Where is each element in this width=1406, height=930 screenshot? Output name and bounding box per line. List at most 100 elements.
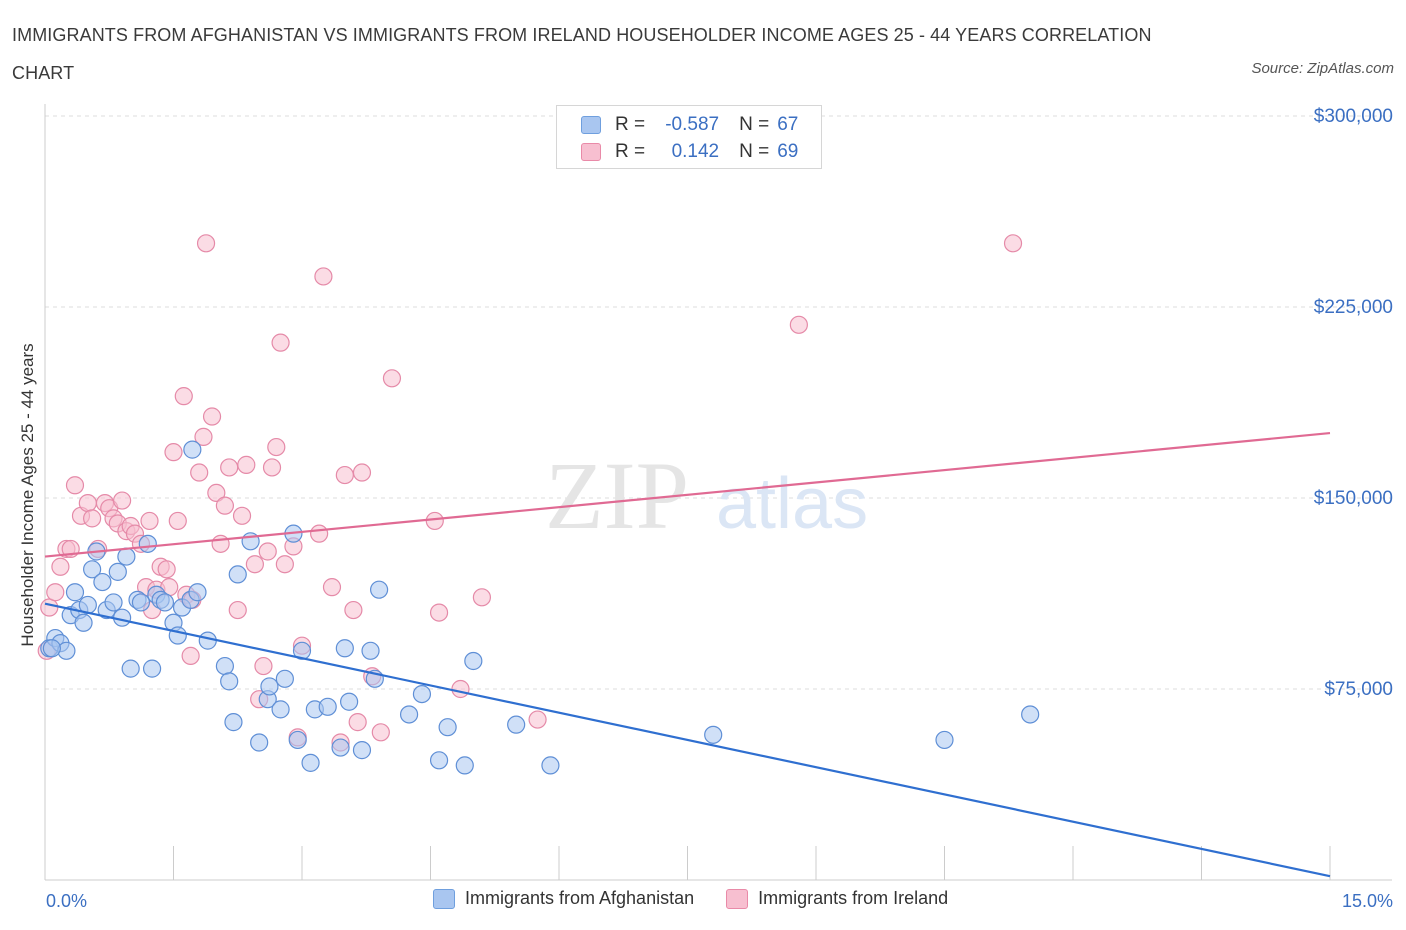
afghanistan-point <box>74 613 93 632</box>
gridlines <box>45 115 1392 690</box>
ireland-point <box>232 506 252 525</box>
ireland-point <box>472 588 491 607</box>
ireland-point <box>451 679 470 699</box>
afghanistan-point <box>340 692 359 711</box>
afghanistan-point <box>271 700 290 719</box>
afghanistan-point <box>301 753 320 772</box>
ireland-point <box>271 333 290 352</box>
ireland-point <box>245 555 264 574</box>
afghanistan-point <box>507 715 526 734</box>
y-tick-label: $75,000 <box>1324 679 1393 700</box>
ireland-points <box>37 234 1023 752</box>
legend-label-ireland: Immigrants from Ireland <box>758 888 949 908</box>
legend-label-afghanistan: Immigrants from Afghanistan <box>465 888 695 908</box>
legend-row-afghanistan: R = -0.587 N = 67 <box>581 113 798 137</box>
y-tick-labels: $75,000 $150,000 $225,000 $300,000 <box>1314 106 1393 700</box>
legend-swatch-afghanistan <box>433 888 455 909</box>
ireland-point <box>157 560 176 579</box>
legend-item-ireland: Immigrants from Ireland <box>726 888 948 909</box>
ireland-point <box>202 407 222 426</box>
legend-r-label: R = <box>615 114 646 135</box>
legend-swatch-ireland <box>726 888 749 909</box>
legend-r-value-afghanistan: -0.587 <box>665 114 720 135</box>
ireland-point <box>429 603 449 622</box>
afghanistan-point <box>429 751 449 770</box>
afghanistan-point <box>250 733 269 752</box>
afghanistan-point <box>42 639 61 658</box>
afghanistan-point <box>935 730 954 750</box>
afghanistan-point <box>370 580 389 599</box>
afghanistan-point <box>228 565 247 584</box>
axes <box>44 104 1392 881</box>
ireland-point <box>335 465 354 485</box>
legend-row-ireland: R = 0.142 N = 69 <box>581 140 798 164</box>
afghanistan-point <box>260 677 279 696</box>
ireland-point <box>371 723 390 742</box>
legend-n-value-afghanistan: 67 <box>777 114 799 135</box>
ireland-point <box>83 509 102 528</box>
y-tick-label: $300,000 <box>1314 106 1393 127</box>
afghanistan-point <box>352 741 372 760</box>
afghanistan-point <box>455 756 474 775</box>
afghanistan-point <box>288 730 307 750</box>
ireland-point <box>528 710 547 729</box>
ireland-point <box>322 578 342 597</box>
ireland-point <box>215 496 234 515</box>
x-tick-label-min: 0.0% <box>46 891 88 911</box>
ireland-point <box>237 455 256 474</box>
ireland-point <box>425 511 444 531</box>
zipatlas-watermark: ZIP atlas <box>545 442 868 549</box>
afghanistan-point <box>541 756 560 775</box>
legend-n-label: N = <box>739 141 770 162</box>
afghanistan-point <box>220 672 239 691</box>
ireland-point <box>314 267 333 286</box>
ireland-point <box>382 369 402 388</box>
afghanistan-point <box>399 705 419 724</box>
afghanistan-point <box>412 684 432 704</box>
legend-item-afghanistan: Immigrants from Afghanistan <box>433 888 694 909</box>
watermark-zip: ZIP <box>545 442 689 549</box>
ireland-point <box>1003 234 1023 253</box>
legend-r-label: R = <box>615 141 646 162</box>
ireland-point <box>181 646 200 665</box>
ireland-point <box>258 542 277 561</box>
afghanistan-point <box>188 583 207 602</box>
ireland-trend-line <box>44 431 1331 558</box>
afghanistan-point <box>704 725 723 744</box>
ireland-point <box>352 463 372 482</box>
afghanistan-point <box>275 669 294 688</box>
ireland-point <box>220 458 239 477</box>
legend-swatch-ireland <box>581 143 601 161</box>
ireland-point <box>46 583 65 602</box>
afghanistan-point <box>198 631 217 650</box>
legend-swatch-afghanistan <box>581 116 601 134</box>
ireland-point <box>40 598 59 617</box>
legend-r-value-ireland: 0.142 <box>671 141 720 162</box>
afghanistan-point <box>93 572 112 592</box>
correlation-legend: R = -0.587 N = 67 R = 0.142 N = 69 <box>556 105 822 169</box>
afghanistan-point <box>65 583 85 602</box>
afghanistan-point <box>104 593 123 612</box>
y-tick-label: $225,000 <box>1314 297 1393 318</box>
afghanistan-point <box>131 593 151 612</box>
afghanistan-point <box>108 562 127 581</box>
ireland-point <box>310 524 329 543</box>
afghanistan-point <box>215 656 234 676</box>
afghanistan-point <box>438 718 457 737</box>
x-tick-label-max: 15.0% <box>1341 891 1393 911</box>
ireland-point <box>348 713 367 732</box>
ireland-point <box>789 315 808 334</box>
source-label: Source: ZipAtlas.com <box>1251 60 1394 77</box>
ireland-point <box>267 437 286 457</box>
ireland-point <box>164 443 183 462</box>
chart-title: IMMIGRANTS FROM AFGHANISTAN VS IMMIGRANT… <box>12 25 1152 83</box>
afghanistan-point <box>183 440 202 459</box>
legend-n-value-ireland: 69 <box>777 141 799 162</box>
y-axis-label: Householder Income Ages 25 - 44 years <box>18 343 37 647</box>
afghanistan-point <box>83 560 102 579</box>
afghanistan-point <box>117 547 136 566</box>
afghanistan-point <box>121 659 140 678</box>
ireland-point <box>275 555 294 574</box>
series-legend: Immigrants from Afghanistan Immigrants f… <box>433 888 980 909</box>
afghanistan-point <box>464 651 483 671</box>
